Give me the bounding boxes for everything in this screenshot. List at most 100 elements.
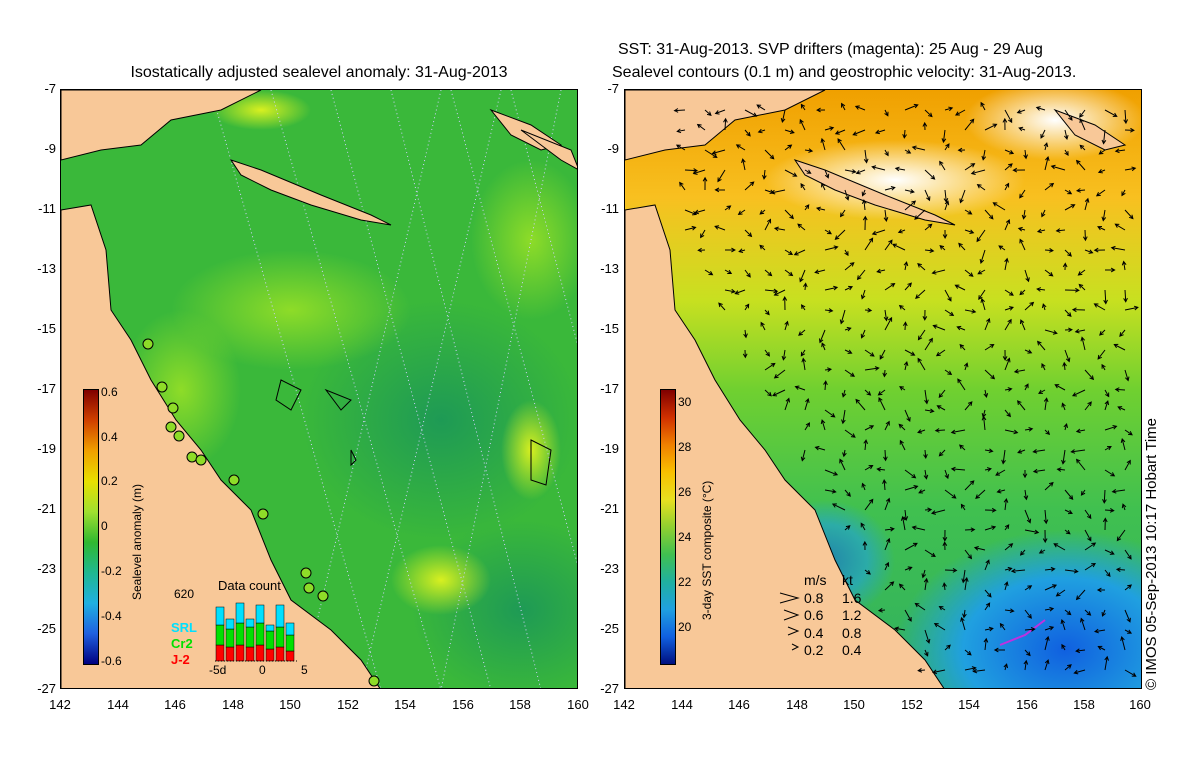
- velocity-arrow: [1024, 349, 1033, 354]
- sealevel-anomaly-map[interactable]: [60, 89, 578, 689]
- velocity-arrow: [964, 549, 973, 560]
- velocity-arrow: [675, 144, 686, 151]
- velocity-arrow: [976, 184, 986, 191]
- velocity-arrow: [904, 200, 917, 211]
- velocity-arrow: [737, 209, 746, 215]
- lat-tick: -19: [37, 441, 56, 456]
- velocity-arrow: [1040, 129, 1046, 139]
- velocity-arrow: [1075, 428, 1086, 434]
- velocity-arrow: [1104, 469, 1116, 477]
- sla-high-region: [171, 250, 411, 370]
- velocity-arrow: [1064, 609, 1072, 616]
- velocity-arrow: [904, 542, 918, 551]
- velocity-arrow: [784, 144, 793, 151]
- velocity-arrow: [897, 229, 906, 234]
- lon-tick: 160: [567, 697, 589, 712]
- velocity-arrow: [984, 448, 994, 454]
- geostrophic-velocity-arrows: [673, 101, 1139, 677]
- velocity-arrow: [1023, 489, 1029, 501]
- histogram-bar: [275, 626, 285, 648]
- sst-tick: 28: [678, 440, 692, 454]
- sst-colorbar: [660, 389, 676, 665]
- velocity-arrow: [924, 109, 933, 118]
- velocity-arrow: [924, 629, 931, 644]
- velocity-arrow: [944, 309, 955, 317]
- sst-tick: 26: [678, 485, 692, 499]
- velocity-arrow: [735, 144, 746, 151]
- velocity-arrow: [924, 389, 929, 405]
- velocity-arrow: [984, 467, 992, 472]
- velocity-arrow: [1043, 397, 1049, 411]
- velocity-arrow: [834, 229, 846, 241]
- histogram-bar: [285, 622, 295, 636]
- velocity-arrow: [1079, 109, 1086, 118]
- lon-tick: 152: [901, 697, 923, 712]
- velocity-arrow: [1022, 469, 1028, 479]
- velocity-arrow: [1016, 109, 1026, 114]
- australia-landmass: [61, 204, 381, 688]
- velocity-arrow: [1124, 429, 1133, 436]
- velocity-arrow: [773, 369, 786, 379]
- velocity-arrow: [884, 282, 896, 291]
- velocity-arrow: [679, 181, 686, 191]
- velocity-arrow: [1044, 659, 1050, 671]
- velocity-arrow: [902, 129, 907, 139]
- velocity-arrow: [1044, 248, 1054, 253]
- velocity-arrow: [1084, 529, 1092, 542]
- imos-timestamp: © IMOS 05-Sep-2013 10:17 Hobart Time: [1143, 417, 1160, 690]
- velocity-arrow: [804, 397, 810, 411]
- velocity-arrow: [1084, 197, 1090, 211]
- velocity-arrow: [903, 360, 909, 371]
- histogram-bar: [285, 650, 295, 662]
- velocity-arrow: [911, 145, 926, 151]
- velocity-arrow: [938, 389, 946, 399]
- velocity-arrow: [1104, 508, 1115, 513]
- velocity-arrow: [939, 244, 946, 251]
- velocity-arrow: [1098, 149, 1106, 155]
- velocity-arrow: [1064, 489, 1074, 501]
- legend-ms-value: 0.2: [804, 642, 824, 658]
- velocity-arrow: [1018, 126, 1026, 132]
- velocity-arrow: [932, 669, 946, 675]
- velocity-arrow: [798, 329, 806, 336]
- velocity-arrow: [1082, 229, 1088, 242]
- sst-velocity-map[interactable]: [624, 89, 1142, 689]
- sla-tick: 0.4: [101, 430, 118, 444]
- legend-srl: SRL: [171, 620, 197, 635]
- velocity-arrow: [957, 378, 966, 391]
- velocity-arrow: [1114, 148, 1126, 154]
- velocity-arrow: [904, 282, 912, 291]
- velocity-arrow: [1093, 303, 1106, 311]
- velocity-arrow: [1004, 306, 1014, 311]
- velocity-arrow: [1064, 309, 1072, 318]
- velocity-arrow: [1004, 581, 1009, 591]
- legend-kt-value: 0.4: [842, 642, 862, 658]
- velocity-arrow: [717, 169, 726, 183]
- velocity-arrow: [871, 229, 886, 236]
- velocity-arrow: [1079, 144, 1086, 151]
- velocity-arrow: [841, 389, 847, 398]
- velocity-arrow: [930, 509, 946, 515]
- sla-peak: [391, 545, 491, 615]
- sla-tick: -0.4: [101, 609, 122, 623]
- lon-tick: 144: [671, 697, 693, 712]
- velocity-arrow: [1044, 566, 1056, 572]
- velocity-arrow: [877, 389, 886, 396]
- velocity-arrow: [1075, 458, 1086, 471]
- velocity-arrow: [673, 108, 686, 113]
- velocity-arrow: [1004, 182, 1010, 191]
- velocity-arrow: [801, 357, 807, 371]
- velocity-arrow: [1104, 400, 1110, 411]
- velocity-arrow: [984, 209, 994, 220]
- velocity-arrow: [1075, 589, 1086, 601]
- velocity-arrow: [1019, 549, 1026, 556]
- velocity-arrow: [923, 577, 929, 591]
- velocity-arrow: [864, 366, 880, 371]
- tide-gauge-stations: [142, 338, 380, 687]
- velocity-arrow: [743, 329, 748, 339]
- velocity-arrow: [864, 465, 874, 471]
- right-map-title-line2: Sealevel contours (0.1 m) and geostrophi…: [612, 64, 1077, 81]
- legend-kt-value: 0.8: [842, 625, 862, 641]
- velocity-arrow: [883, 309, 889, 322]
- velocity-arrow: [963, 362, 969, 371]
